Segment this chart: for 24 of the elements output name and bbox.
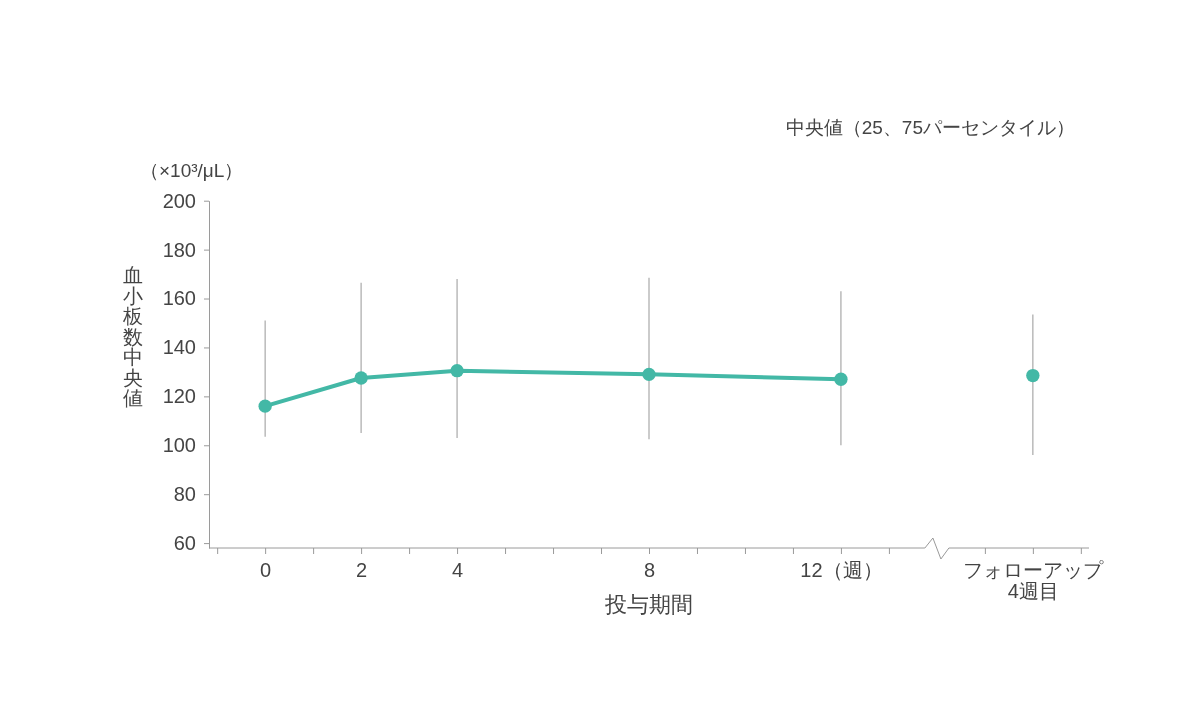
y-tick-label: 100 bbox=[162, 434, 196, 457]
x-tick-label: 4 bbox=[452, 559, 464, 582]
y-tick-label: 160 bbox=[162, 287, 196, 310]
y-tick-label: 140 bbox=[162, 336, 196, 359]
x-axis-title: 投与期間 bbox=[604, 592, 693, 617]
text: 中央値（25、75パーセンタイル） bbox=[785, 117, 1075, 138]
point bbox=[834, 372, 848, 386]
point bbox=[450, 364, 464, 378]
point bbox=[354, 371, 368, 385]
y-tick-label: 180 bbox=[162, 238, 196, 261]
x-tick-label: 2 bbox=[356, 559, 368, 582]
y-axis-title: 血小板数中央値 bbox=[122, 264, 143, 410]
x-tick-label: 12（週） bbox=[800, 559, 883, 582]
point bbox=[258, 399, 272, 413]
x-tick-label: フォローアップ 4週目 bbox=[963, 559, 1105, 603]
point bbox=[1026, 368, 1040, 383]
y-tick-label: 200 bbox=[162, 189, 196, 212]
point bbox=[642, 367, 656, 382]
y-tick-label: 80 bbox=[173, 483, 196, 506]
x-tick-label: 8 bbox=[643, 559, 656, 582]
text: （×10³/μL） bbox=[140, 160, 244, 181]
y-tick-label: 120 bbox=[162, 385, 196, 408]
y-tick-label: 60 bbox=[173, 532, 196, 555]
x-tick-label: 0 bbox=[260, 559, 272, 582]
